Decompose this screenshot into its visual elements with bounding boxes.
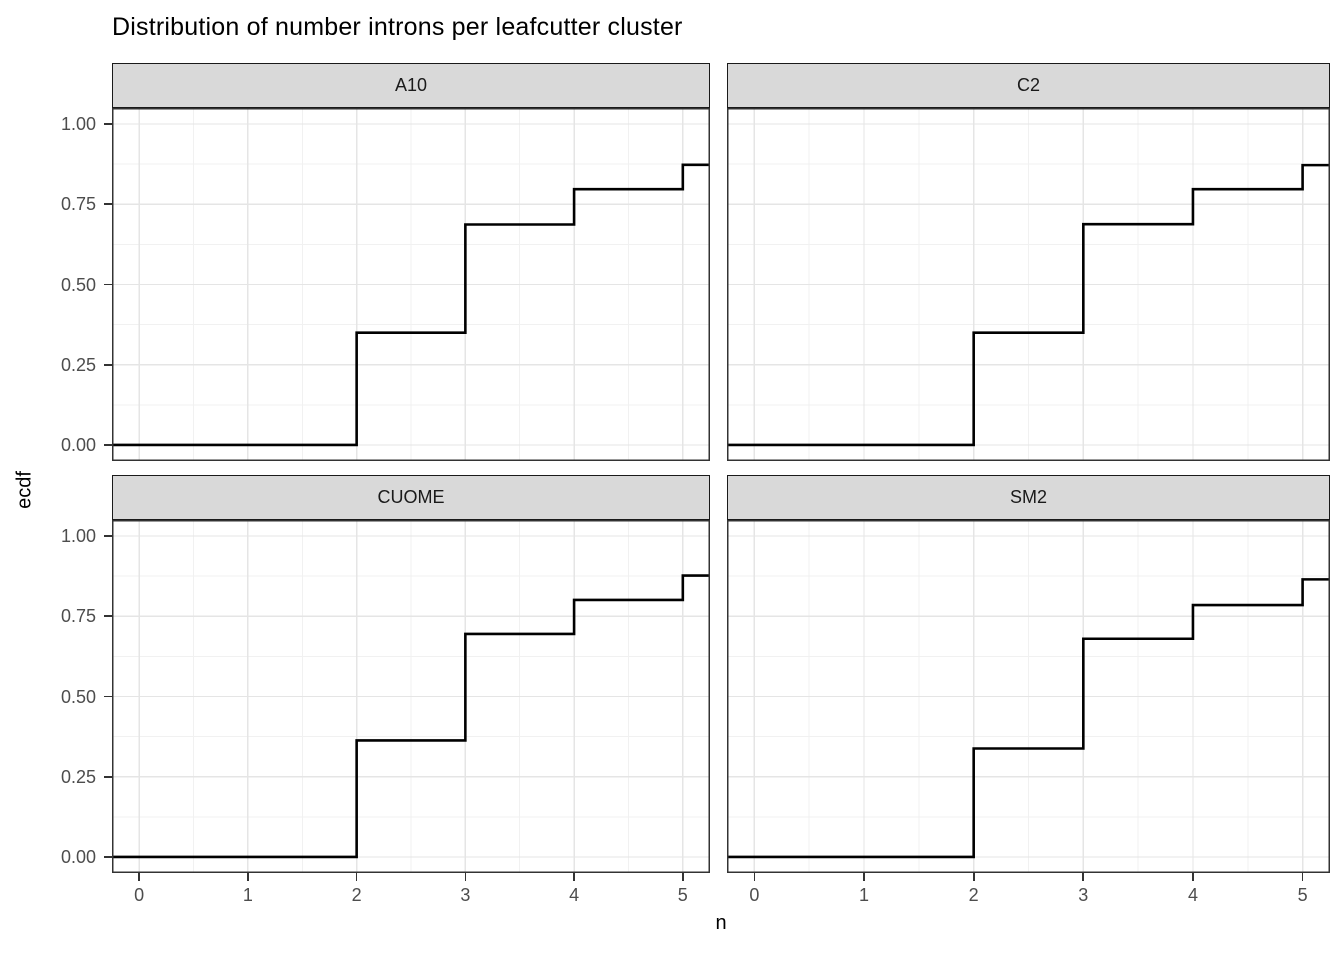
- y-tick-mark: [104, 283, 112, 286]
- y-tick-mark: [104, 123, 112, 125]
- facet-strip-c2: C2: [727, 63, 1330, 108]
- y-tick-mark: [104, 775, 112, 778]
- facet-strip-sm2: SM2: [727, 475, 1330, 520]
- x-tick-label: 4: [1187, 885, 1198, 905]
- y-tick-mark: [104, 444, 112, 446]
- y-tick-label: 0.00: [60, 435, 96, 455]
- y-tick-mark: [104, 695, 112, 698]
- y-tick-label: 0.75: [60, 194, 96, 215]
- x-tick-mark: [464, 873, 467, 881]
- x-tick-label: 1: [858, 885, 869, 905]
- x-tick-mark: [1192, 873, 1194, 881]
- x-tick-label: 4: [569, 885, 580, 905]
- x-tick-label: 2: [968, 885, 979, 905]
- x-tick-mark: [1082, 873, 1085, 881]
- y-tick-mark: [104, 615, 112, 618]
- x-tick-mark: [681, 873, 684, 881]
- y-tick-label: 0.75: [60, 606, 96, 627]
- y-tick-label: 1.00: [60, 526, 96, 546]
- facet-strip-label: SM2: [1009, 487, 1047, 507]
- y-tick-mark: [104, 203, 112, 206]
- ecdf-step-line: [727, 578, 1330, 859]
- y-tick-mark: [104, 856, 112, 858]
- x-tick-label: 0: [749, 885, 760, 905]
- y-tick-mark: [104, 363, 112, 366]
- x-tick-mark: [753, 873, 756, 881]
- facet-strip-label: CUOME: [377, 487, 445, 507]
- y-tick-label: 0.50: [60, 274, 96, 295]
- x-tick-mark: [247, 873, 249, 881]
- x-tick-mark: [1301, 873, 1304, 881]
- x-tick-mark: [573, 873, 575, 881]
- chart-title: Distribution of number introns per leafc…: [112, 13, 683, 41]
- x-tick-label: 1: [242, 885, 253, 905]
- facet-strip-label: A10: [394, 75, 428, 95]
- facet-strip-label: C2: [1016, 75, 1040, 95]
- facet-panel-sm2: [727, 520, 1330, 873]
- x-tick-label: 3: [1078, 885, 1089, 905]
- x-tick-mark: [138, 873, 141, 881]
- facet-panel-a10: [112, 108, 710, 461]
- ecdf-step-line: [727, 163, 1330, 447]
- x-tick-label: 0: [134, 885, 145, 905]
- panel-border: [727, 520, 1330, 873]
- y-tick-label: 0.25: [60, 766, 96, 787]
- x-tick-label: 5: [677, 885, 688, 905]
- facet-strip-a10: A10: [112, 63, 710, 108]
- x-tick-mark: [355, 873, 358, 881]
- y-tick-label: 0.00: [60, 847, 96, 867]
- ecdf-step-line: [112, 163, 710, 447]
- x-axis-title: n: [715, 912, 727, 934]
- y-tick-label: 0.50: [60, 686, 96, 707]
- x-tick-label: 5: [1297, 885, 1308, 905]
- x-tick-mark: [863, 873, 865, 881]
- ecdf-step-line: [112, 574, 710, 859]
- panel-border: [727, 108, 1330, 461]
- y-tick-label: 1.00: [60, 114, 96, 134]
- facet-panel-c2: [727, 108, 1330, 461]
- panel-border: [112, 108, 710, 461]
- x-tick-mark: [972, 873, 975, 881]
- x-tick-label: 2: [351, 885, 362, 905]
- panel-border: [112, 520, 710, 873]
- y-tick-mark: [104, 535, 112, 537]
- facet-strip-cuome: CUOME: [112, 475, 710, 520]
- facet-panel-cuome: [112, 520, 710, 873]
- x-tick-label: 3: [460, 885, 471, 905]
- y-tick-label: 0.25: [60, 354, 96, 375]
